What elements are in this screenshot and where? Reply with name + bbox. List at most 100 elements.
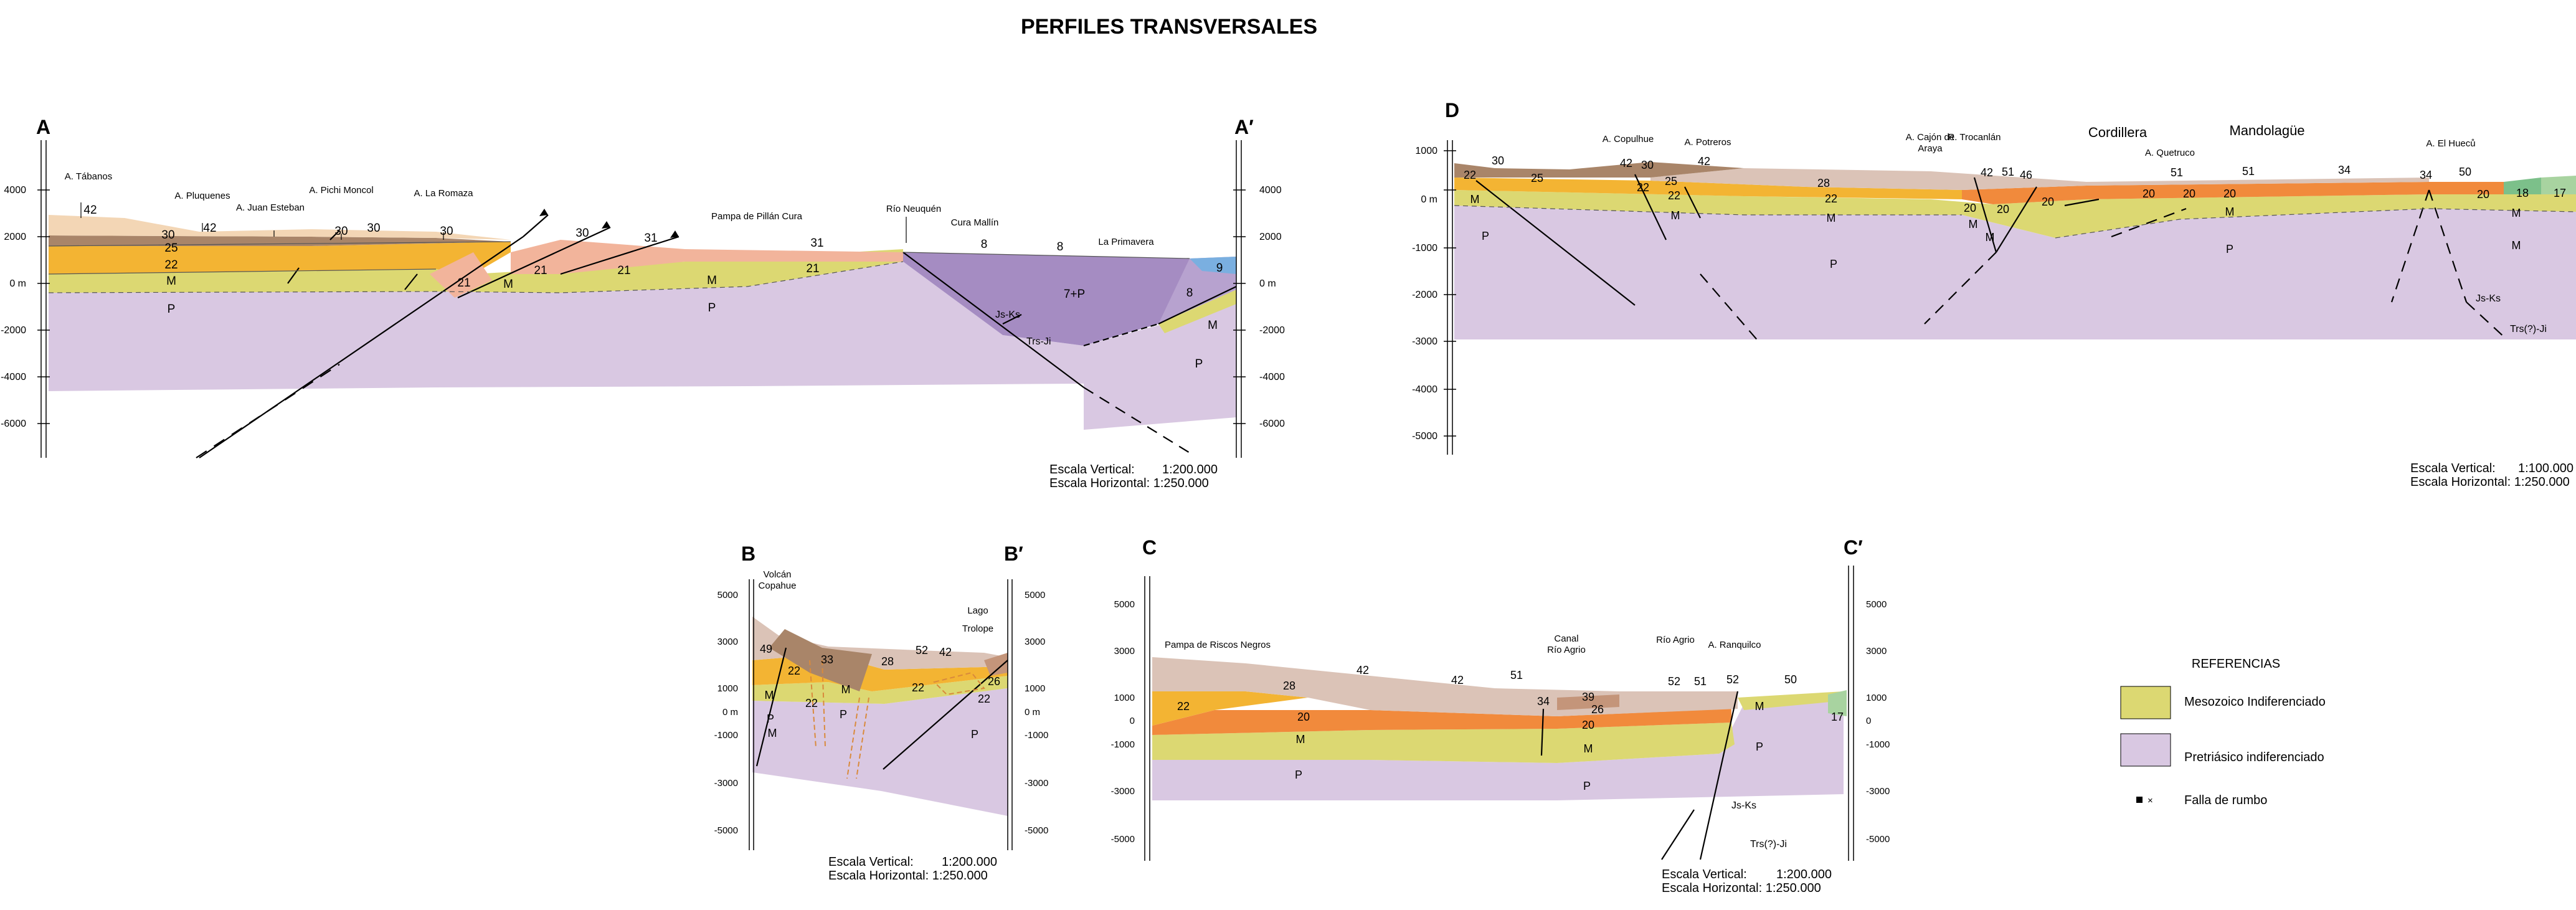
d-unit-9: M	[1470, 193, 1480, 206]
b-pretriasico-body	[752, 688, 1008, 816]
a-unit-labels: 42 30 25 22 M P 42 30 30 30 21 21 M 31 3…	[83, 204, 1223, 371]
a-unit-5: P	[168, 303, 176, 316]
d-tick-3: -2000	[1412, 290, 1437, 300]
d-unit-31: 50	[2459, 166, 2471, 178]
d-unit-23: 20	[2143, 187, 2155, 200]
a-tick-1: 2000	[4, 232, 26, 242]
b-rtick-0: 5000	[1025, 590, 1045, 600]
d-unit-4: 30	[1641, 159, 1654, 171]
b-label-right: B′	[1004, 543, 1023, 565]
legend-label-fault: Falla de rumbo	[2184, 794, 2267, 807]
d-place-6: A. El Hueců	[2426, 138, 2475, 149]
c-scale-vertical-label: Escala Vertical:	[1662, 868, 1747, 881]
a-rtick-0: 4000	[1259, 185, 1282, 196]
b-place-1: Copahue	[759, 581, 797, 591]
a-unit-9: 30	[440, 225, 453, 238]
a-unit-15: 21	[617, 264, 630, 277]
a-faults	[196, 214, 1237, 458]
a-unit-4: M	[166, 275, 176, 288]
d-unit-17: 42	[1981, 166, 1993, 179]
a-axis-right-labels: 4000 2000 0 m -2000 -4000 -6000	[1259, 185, 1285, 429]
d-unit-labels: 22 30 25 42 30 42 25 22 22 M M 28 22 M P…	[1464, 154, 2566, 270]
a-unit-26: P	[1195, 358, 1203, 371]
d-unit-0: 22	[1464, 169, 1476, 181]
d-tick-2: -1000	[1412, 243, 1437, 254]
page-title: PERFILES TRANSVERSALES	[1021, 15, 1317, 39]
c-unit-15: 50	[1784, 673, 1797, 686]
b-tick-6: -5000	[714, 825, 738, 836]
b-unit-25-cap	[769, 629, 872, 691]
legend-fault-symbol-text: ×	[2147, 795, 2153, 806]
c-unit-8: 22	[1177, 700, 1190, 713]
c-struct-0: Js-Ks	[1731, 800, 1756, 811]
a-unit-0: 42	[83, 204, 97, 217]
b-unit-13: P	[840, 708, 847, 721]
b-rtick-3: 0 m	[1025, 707, 1040, 718]
c-unit-4: 34	[1537, 695, 1550, 708]
c-unit-20-band	[1152, 709, 1731, 735]
d-unit-5: 42	[1698, 155, 1710, 168]
b-mesozoico-band	[752, 676, 1008, 704]
b-rtick-2: 1000	[1025, 683, 1045, 694]
legend-title: REFERENCIAS	[2192, 657, 2280, 671]
d-unit-28-band	[1650, 168, 2429, 190]
c-place-2: Río Agrio	[1547, 645, 1586, 655]
a-pretriasico-right	[1084, 304, 1236, 430]
d-tick-0: 1000	[1415, 146, 1437, 156]
b-axis-labels: 5000 3000 1000 0 m -1000 -3000 -5000	[714, 590, 738, 836]
a-unit-7p-block	[903, 252, 1202, 346]
c-label-right: C′	[1844, 536, 1863, 559]
b-unit-0: 49	[760, 643, 772, 655]
c-rtick-5: -3000	[1866, 786, 1890, 797]
a-unit-1: 30	[161, 229, 174, 242]
d-struct-0: Js-Ks	[2476, 293, 2501, 304]
c-unit-7: 20	[1297, 711, 1310, 723]
c-rtick-6: -5000	[1866, 834, 1890, 845]
d-place-1: A. Potreros	[1684, 137, 1731, 148]
d-label-left: D	[1445, 99, 1459, 121]
c-axis-labels-right: 5000 3000 1000 0 -1000 -3000 -5000	[1866, 599, 1890, 845]
b-unit-1: 22	[788, 665, 800, 677]
b-place-0: Volcán	[763, 569, 791, 580]
b-place-names: Volcán Copahue Lago Trolope	[759, 569, 994, 634]
d-unit-22: M	[1986, 231, 1995, 244]
a-mesozoico-right	[1158, 290, 1236, 333]
a-rtick-5: -6000	[1259, 419, 1285, 429]
a-place-names: A. Tábanos A. Pluquenes A. Juan Esteban …	[65, 171, 1154, 247]
c-unit-26	[1557, 694, 1619, 710]
d-unit-29: M	[2225, 206, 2235, 218]
c-place-0: Pampa de Riscos Negros	[1165, 640, 1271, 650]
c-tick-1: 3000	[1114, 646, 1135, 656]
c-tick-3: 0	[1130, 716, 1135, 726]
b-faults	[755, 647, 1008, 770]
a-unit-20: 8	[981, 238, 988, 251]
d-unit-20: 20	[1997, 203, 2009, 216]
a-unit-13: 31	[644, 232, 657, 245]
d-unit-7: 22	[1637, 181, 1649, 194]
b-unit-9: M	[765, 689, 774, 701]
c-unit-20: P	[1295, 769, 1302, 781]
c-unit-6: 26	[1591, 703, 1604, 716]
legend-fault-symbol-icon	[2136, 797, 2143, 803]
d-unit-25: 51	[2171, 166, 2183, 179]
a-place-3: A. Pichi Moncol	[309, 185, 373, 196]
c-axis-labels: 5000 3000 1000 0 -1000 -3000 -5000	[1111, 599, 1135, 845]
b-tick-2: 1000	[717, 683, 738, 694]
b-axis-left	[749, 579, 754, 850]
b-place-2: Lago	[967, 605, 988, 616]
d-place-names: A. Copulhue A. Potreros A. Cajón de Aray…	[1603, 132, 2476, 158]
a-thrust-arrow-1	[539, 209, 548, 216]
c-unit-17	[1828, 690, 1847, 716]
c-unit-0: 42	[1357, 664, 1369, 676]
a-unit-21: 8	[1057, 240, 1064, 254]
section-c: 5000 3000 1000 0 -1000 -3000 -5000 5000 …	[1111, 536, 1890, 895]
c-unit-3: 51	[1510, 669, 1523, 681]
a-unit-14: 30	[575, 227, 589, 240]
section-a: 4000 2000 0 m -2000 -4000 -6000 4000 200…	[1, 116, 1285, 490]
c-unit-2: 42	[1451, 674, 1464, 686]
a-axis-right	[1233, 140, 1246, 458]
c-unit-16: M	[1755, 700, 1764, 713]
a-place-4: A. La Romaza	[414, 188, 473, 199]
b-unit-8: 22	[978, 693, 990, 705]
d-scale-vertical-label: Escala Vertical:	[2410, 462, 2496, 475]
